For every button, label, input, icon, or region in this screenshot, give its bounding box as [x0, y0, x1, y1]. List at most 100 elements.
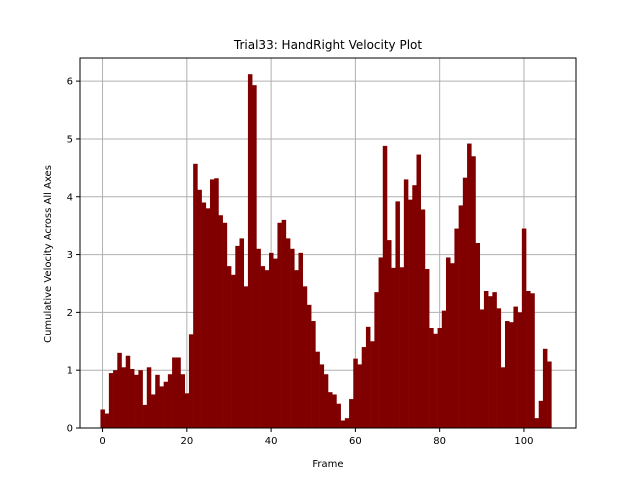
bar	[424, 269, 430, 428]
bar	[391, 267, 396, 428]
bar	[138, 370, 143, 428]
bar	[277, 222, 282, 428]
bar	[180, 374, 186, 428]
bar	[429, 327, 434, 428]
bar	[344, 418, 350, 428]
bar	[159, 386, 164, 429]
bar	[399, 267, 405, 428]
bar	[328, 392, 333, 428]
bar	[433, 333, 438, 428]
x-tick-label: 80	[433, 436, 446, 447]
plot-frame	[79, 57, 577, 429]
bar	[151, 394, 156, 428]
bar	[184, 393, 190, 428]
bar	[231, 274, 236, 428]
bar	[146, 367, 152, 428]
bar	[542, 348, 548, 428]
bar	[235, 245, 240, 428]
x-tick-label: 0	[99, 436, 105, 447]
bar	[382, 145, 388, 429]
bar	[201, 202, 207, 428]
bar	[302, 286, 308, 428]
x-tick-label: 60	[349, 436, 362, 447]
bar	[117, 352, 122, 428]
bar	[172, 357, 177, 428]
bar	[416, 154, 422, 429]
bar	[281, 219, 287, 429]
bar	[197, 189, 202, 428]
bar	[298, 252, 304, 428]
y-axis-title: Cumulative Velocity Across All Axes	[43, 165, 54, 343]
bar	[269, 252, 274, 428]
bar	[264, 270, 270, 428]
bar	[517, 312, 523, 429]
bar	[218, 215, 223, 428]
bar	[471, 156, 476, 428]
bar	[104, 413, 110, 428]
y-tick-label: 5	[67, 134, 73, 145]
bar	[475, 243, 480, 428]
bar	[513, 306, 518, 428]
bar	[113, 370, 118, 428]
bar	[285, 238, 291, 428]
bar	[315, 351, 320, 428]
chart-title: Trial33: HandRight Velocity Plot	[233, 38, 422, 52]
bar	[370, 341, 375, 428]
bar	[467, 143, 472, 428]
bar	[408, 199, 413, 428]
bar	[403, 179, 409, 428]
grid-lines	[80, 58, 576, 429]
bar	[378, 257, 384, 428]
bar	[450, 263, 455, 428]
bar	[323, 374, 329, 428]
bar	[454, 228, 459, 428]
bar	[496, 308, 502, 428]
bar	[311, 321, 316, 428]
x-axis-title: Frame	[312, 459, 343, 470]
bar	[547, 361, 552, 428]
bar	[121, 367, 127, 428]
y-tick-label: 1	[67, 366, 73, 377]
bar	[395, 201, 400, 428]
y-tick-label: 2	[67, 308, 73, 319]
bar	[163, 381, 169, 428]
bar	[214, 178, 219, 428]
bar	[504, 321, 510, 428]
bar	[353, 358, 358, 429]
bar	[488, 296, 493, 428]
bar	[100, 409, 105, 428]
bar	[205, 208, 211, 428]
bar	[247, 74, 253, 428]
bar	[290, 248, 295, 428]
x-tick-label: 40	[265, 436, 278, 447]
bar	[332, 394, 337, 428]
bar	[125, 355, 131, 428]
y-tick-label: 3	[67, 250, 73, 261]
bar	[387, 240, 392, 428]
bar	[374, 292, 379, 428]
bar	[437, 327, 443, 428]
bar	[294, 270, 299, 428]
bar	[155, 374, 160, 428]
bar	[239, 238, 245, 428]
bar	[129, 369, 135, 428]
bar	[349, 399, 354, 428]
bar	[462, 177, 468, 428]
bar	[188, 334, 194, 428]
bar	[193, 163, 198, 429]
bar	[500, 367, 506, 428]
bar	[260, 266, 266, 429]
bar	[538, 400, 544, 428]
bar	[483, 290, 489, 428]
bar	[256, 248, 261, 428]
bar	[530, 293, 535, 428]
y-tick-label: 0	[67, 424, 73, 435]
bar	[306, 304, 312, 428]
bar	[357, 364, 363, 428]
bar	[361, 347, 367, 428]
bar	[441, 310, 447, 428]
bar	[479, 309, 485, 428]
axes: 0 20 40 60 80 100 0 1 2 3 4 5 6	[67, 57, 577, 447]
